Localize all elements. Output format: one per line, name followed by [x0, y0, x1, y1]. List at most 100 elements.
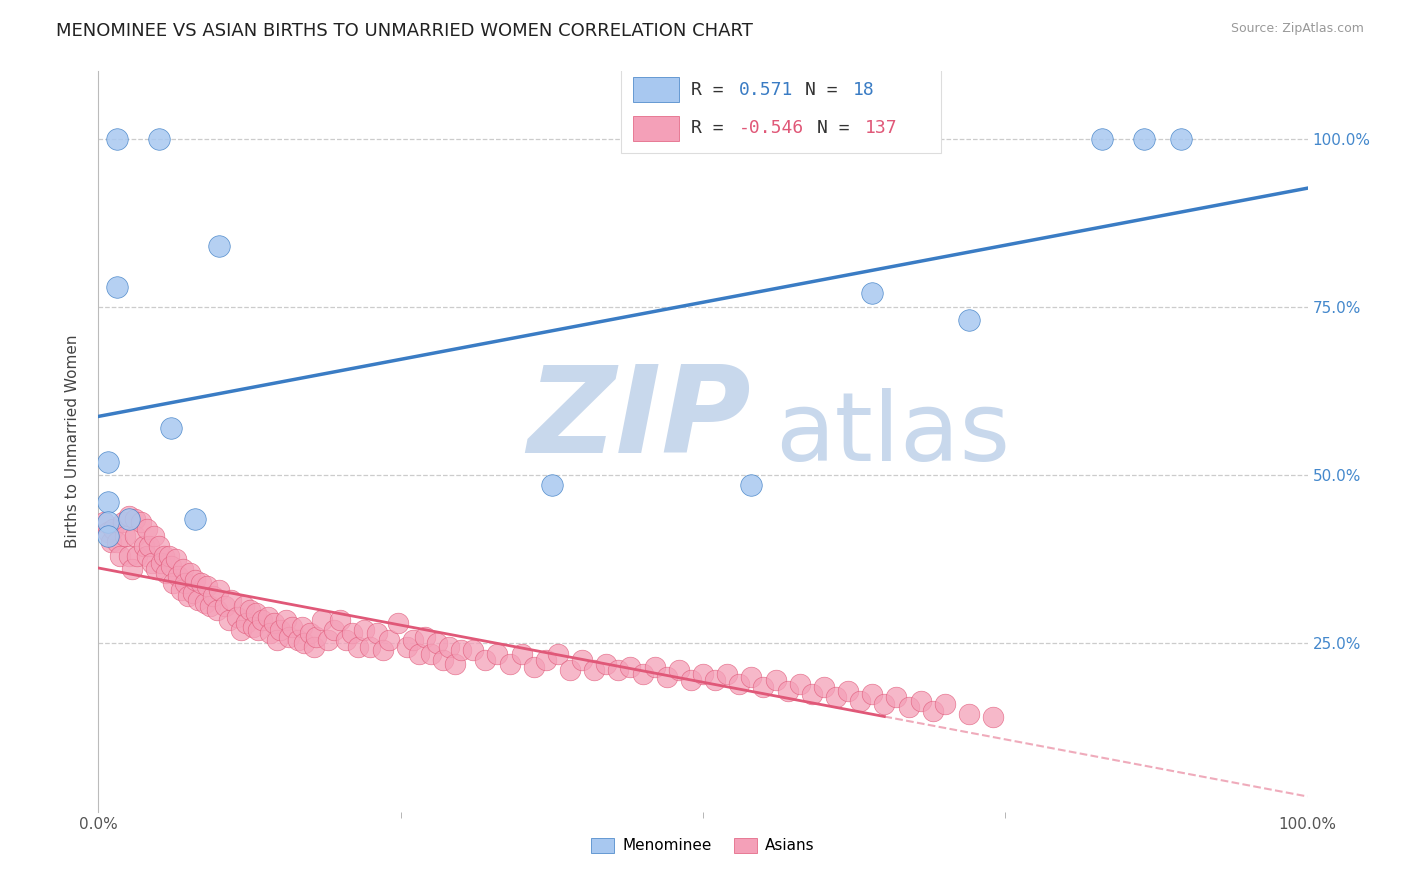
Point — [981, 710, 1004, 724]
Point — [221, 592, 243, 607]
Point — [247, 623, 270, 637]
Point — [242, 619, 264, 633]
Point — [226, 609, 249, 624]
Point — [765, 673, 787, 688]
Point — [278, 630, 301, 644]
Y-axis label: Births to Unmarried Women: Births to Unmarried Women — [65, 334, 80, 549]
Point — [849, 694, 872, 708]
Point — [167, 569, 190, 583]
Point — [631, 666, 654, 681]
Point — [571, 653, 593, 667]
Point — [540, 478, 562, 492]
Point — [195, 579, 218, 593]
Text: MENOMINEE VS ASIAN BIRTHS TO UNMARRIED WOMEN CORRELATION CHART: MENOMINEE VS ASIAN BIRTHS TO UNMARRIED W… — [56, 22, 754, 40]
Text: 137: 137 — [865, 120, 897, 137]
FancyBboxPatch shape — [633, 116, 679, 141]
Point — [679, 673, 702, 688]
Point — [101, 522, 124, 536]
Point — [342, 626, 364, 640]
Point — [825, 690, 848, 705]
Point — [287, 633, 309, 648]
Point — [108, 549, 131, 563]
Point — [187, 592, 209, 607]
Point — [129, 516, 152, 530]
Point — [910, 694, 932, 708]
Text: atlas: atlas — [776, 388, 1011, 481]
Point — [97, 516, 120, 530]
Point — [205, 603, 228, 617]
Point — [740, 478, 762, 492]
Text: Source: ZipAtlas.com: Source: ZipAtlas.com — [1230, 22, 1364, 36]
Point — [198, 599, 221, 614]
Text: R =: R = — [690, 81, 734, 99]
Point — [595, 657, 617, 671]
Point — [360, 640, 382, 654]
Point — [118, 512, 141, 526]
Point — [202, 590, 225, 604]
Point — [239, 603, 262, 617]
Point — [498, 657, 520, 671]
Point — [837, 683, 859, 698]
Point — [152, 549, 174, 563]
Point — [141, 556, 163, 570]
Point — [250, 613, 273, 627]
Point — [157, 549, 180, 563]
Point — [172, 562, 194, 576]
Point — [558, 664, 581, 678]
Point — [395, 640, 418, 654]
Point — [162, 575, 184, 590]
Point — [169, 582, 191, 597]
Point — [728, 677, 751, 691]
Point — [118, 508, 141, 523]
Point — [655, 670, 678, 684]
Point — [232, 599, 254, 614]
Point — [135, 522, 157, 536]
Point — [704, 673, 727, 688]
Point — [800, 687, 823, 701]
Point — [353, 623, 375, 637]
Point — [437, 640, 460, 654]
Point — [281, 619, 304, 633]
Point — [145, 562, 167, 576]
Point — [387, 616, 409, 631]
Point — [776, 683, 799, 698]
Point — [121, 562, 143, 576]
Point — [165, 552, 187, 566]
Point — [208, 582, 231, 597]
Point — [111, 516, 134, 530]
Point — [245, 606, 267, 620]
Point — [256, 609, 278, 624]
Point — [323, 623, 346, 637]
Point — [274, 613, 297, 627]
Point — [860, 687, 883, 701]
Point — [426, 636, 449, 650]
Text: 0.571: 0.571 — [740, 81, 793, 99]
Point — [619, 660, 641, 674]
Point — [184, 573, 207, 587]
Point — [335, 633, 357, 648]
Point — [366, 626, 388, 640]
Point — [179, 566, 201, 580]
Point — [124, 512, 146, 526]
Text: -0.546: -0.546 — [740, 120, 804, 137]
FancyBboxPatch shape — [621, 68, 941, 153]
Point — [474, 653, 496, 667]
Point — [290, 619, 312, 633]
Point — [752, 680, 775, 694]
Point — [269, 623, 291, 637]
FancyBboxPatch shape — [633, 78, 679, 103]
Point — [135, 549, 157, 563]
Point — [644, 660, 666, 674]
Point — [259, 626, 281, 640]
Point — [432, 653, 454, 667]
Point — [583, 664, 606, 678]
Point — [740, 670, 762, 684]
Point — [789, 677, 811, 691]
Point — [607, 664, 630, 678]
Point — [371, 643, 394, 657]
Point — [177, 590, 200, 604]
Point — [1170, 131, 1192, 145]
Point — [148, 539, 170, 553]
Point — [444, 657, 467, 671]
Text: N =: N = — [817, 120, 860, 137]
